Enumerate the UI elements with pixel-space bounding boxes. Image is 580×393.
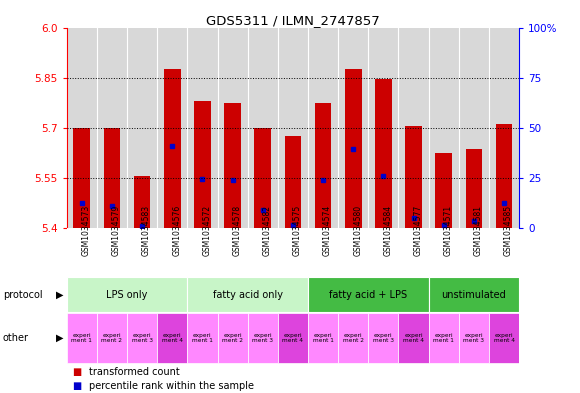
Bar xyxy=(308,314,338,362)
Bar xyxy=(97,314,127,362)
Bar xyxy=(489,314,519,362)
Text: experi
ment 4: experi ment 4 xyxy=(282,332,303,343)
Bar xyxy=(398,314,429,362)
Bar xyxy=(187,314,218,362)
Bar xyxy=(187,277,308,312)
Text: other: other xyxy=(3,333,29,343)
Bar xyxy=(248,314,278,362)
Text: GSM1034584: GSM1034584 xyxy=(383,205,393,256)
Text: experi
ment 2: experi ment 2 xyxy=(343,332,364,343)
Text: GSM1034581: GSM1034581 xyxy=(474,205,483,256)
Text: GSM1034573: GSM1034573 xyxy=(82,205,91,256)
Bar xyxy=(308,277,429,312)
Bar xyxy=(345,69,361,228)
Text: GSM1034579: GSM1034579 xyxy=(112,205,121,256)
Text: GSM1034577: GSM1034577 xyxy=(414,205,423,256)
Text: LPS only: LPS only xyxy=(106,290,148,300)
Text: experi
ment 1: experi ment 1 xyxy=(71,332,92,343)
Text: GSM1034580: GSM1034580 xyxy=(353,205,362,256)
Text: experi
ment 3: experi ment 3 xyxy=(252,332,273,343)
Text: GSM1034571: GSM1034571 xyxy=(444,205,453,256)
Bar xyxy=(134,176,150,228)
Text: GSM1034583: GSM1034583 xyxy=(142,205,151,256)
Bar xyxy=(157,314,187,362)
Bar xyxy=(74,128,90,228)
Text: GSM1034576: GSM1034576 xyxy=(172,205,182,256)
Text: GSM1034585: GSM1034585 xyxy=(504,205,513,256)
Text: experi
ment 4: experi ment 4 xyxy=(403,332,424,343)
Bar xyxy=(285,136,301,228)
Text: GSM1034575: GSM1034575 xyxy=(293,205,302,256)
Bar xyxy=(67,314,97,362)
Bar xyxy=(194,101,211,228)
Text: percentile rank within the sample: percentile rank within the sample xyxy=(89,381,253,391)
Text: experi
ment 4: experi ment 4 xyxy=(494,332,514,343)
Bar xyxy=(278,314,308,362)
Bar xyxy=(67,277,187,312)
Text: ■: ■ xyxy=(72,381,82,391)
Text: experi
ment 1: experi ment 1 xyxy=(313,332,333,343)
Text: GSM1034572: GSM1034572 xyxy=(202,205,212,256)
Bar xyxy=(405,126,422,228)
Text: unstimulated: unstimulated xyxy=(441,290,506,300)
Text: protocol: protocol xyxy=(3,290,42,300)
Text: ▶: ▶ xyxy=(56,333,64,343)
Text: GSM1034582: GSM1034582 xyxy=(263,205,272,256)
Text: experi
ment 3: experi ment 3 xyxy=(132,332,153,343)
Bar xyxy=(255,128,271,228)
Bar xyxy=(429,314,459,362)
Text: experi
ment 3: experi ment 3 xyxy=(373,332,394,343)
Text: GSM1034574: GSM1034574 xyxy=(323,205,332,256)
Text: transformed count: transformed count xyxy=(89,367,179,377)
Text: experi
ment 1: experi ment 1 xyxy=(433,332,454,343)
Bar xyxy=(429,277,519,312)
Bar xyxy=(375,79,392,228)
Text: ▶: ▶ xyxy=(56,290,64,300)
Bar xyxy=(466,149,482,228)
Text: experi
ment 2: experi ment 2 xyxy=(102,332,122,343)
Bar xyxy=(459,314,489,362)
Bar xyxy=(164,69,180,228)
Bar xyxy=(127,314,157,362)
Bar xyxy=(338,314,368,362)
Text: fatty acid + LPS: fatty acid + LPS xyxy=(329,290,407,300)
Text: experi
ment 2: experi ment 2 xyxy=(222,332,243,343)
Text: experi
ment 1: experi ment 1 xyxy=(192,332,213,343)
Text: GDS5311 / ILMN_2747857: GDS5311 / ILMN_2747857 xyxy=(206,14,380,27)
Bar xyxy=(368,314,398,362)
Text: ■: ■ xyxy=(72,367,82,377)
Text: experi
ment 4: experi ment 4 xyxy=(162,332,183,343)
Bar xyxy=(224,103,241,228)
Text: GSM1034578: GSM1034578 xyxy=(233,205,242,256)
Bar xyxy=(436,153,452,228)
Bar xyxy=(496,124,512,228)
Bar xyxy=(315,103,331,228)
Text: fatty acid only: fatty acid only xyxy=(213,290,282,300)
Text: experi
ment 3: experi ment 3 xyxy=(463,332,484,343)
Bar xyxy=(218,314,248,362)
Bar xyxy=(104,128,120,228)
